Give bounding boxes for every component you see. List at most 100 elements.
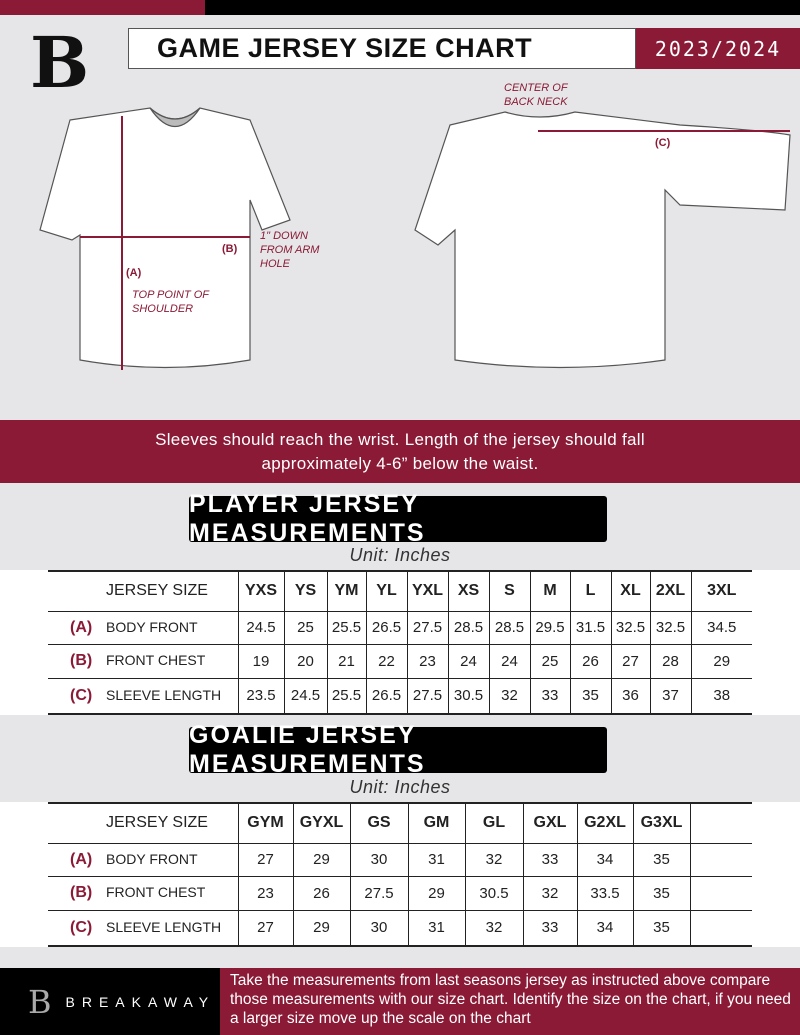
measurement-cell: 25 xyxy=(529,644,570,679)
measurement-cell: 25.5 xyxy=(326,611,366,645)
measurement-cell: 30.5 xyxy=(447,678,489,715)
label-a: (A) xyxy=(126,267,142,279)
shoulder-note: TOP POINT OF SHOULDER xyxy=(132,289,209,315)
measurement-cell: 34 xyxy=(576,843,633,877)
measurement-cell: 32.5 xyxy=(610,611,650,645)
measurement-cell: 23 xyxy=(406,644,448,679)
jersey-diagram xyxy=(39,107,791,370)
measurement-cell: 21 xyxy=(326,644,366,679)
measurement-cell: 31 xyxy=(407,843,465,877)
player-unit: Unit: Inches xyxy=(349,545,451,565)
measurement-cell: 33 xyxy=(522,843,577,877)
row-label: (C) SLEEVE LENGTH xyxy=(48,678,238,715)
measurement-cell: 29 xyxy=(292,843,350,877)
size-header xyxy=(689,802,752,844)
measurement-cell: 36 xyxy=(610,678,650,715)
size-header: GS xyxy=(349,802,408,844)
measurement-cell: 27.5 xyxy=(406,678,448,715)
row-letter: (C) xyxy=(70,918,93,936)
measurement-cell: 38 xyxy=(690,678,752,715)
row-letter: (B) xyxy=(70,652,93,669)
measurement-cell: 32 xyxy=(464,910,523,947)
measurement-cell: 26 xyxy=(569,644,611,679)
measurement-cell xyxy=(689,876,752,911)
measurement-cell: 32.5 xyxy=(649,611,691,645)
measurement-cell: 34 xyxy=(576,910,633,947)
row-label: (C) SLEEVE LENGTH xyxy=(48,910,238,947)
row-name: SLEEVE LENGTH xyxy=(106,918,222,935)
measurement-cell: 24 xyxy=(447,644,489,679)
size-header: G2XL xyxy=(576,802,633,844)
arm-hole-note: 1" DOWN FROM ARM HOLE xyxy=(260,230,320,270)
measurement-cell: 35 xyxy=(632,876,690,911)
top-black-bar xyxy=(205,0,800,15)
size-header: YXS xyxy=(237,570,284,612)
measurement-cell: 26.5 xyxy=(365,678,407,715)
row-label: (B) FRONT CHEST xyxy=(48,644,238,679)
goalie-unit: Unit: Inches xyxy=(349,777,451,797)
jersey-size-header: JERSEY SIZE xyxy=(48,570,238,612)
footer-brand-name: BREAKAWAY xyxy=(65,993,216,1010)
footer-instructions: Take the measurements from last seasons … xyxy=(220,968,800,1035)
table-row: (B) FRONT CHEST 23 26 27.5 29 30.5 32 33.5 35 xyxy=(48,876,752,911)
row-label: (A) BODY FRONT xyxy=(48,843,238,877)
table-row: (C) SLEEVE LENGTH 27 29 30 31 32 33 34 35 xyxy=(48,910,752,947)
size-header: XS xyxy=(447,570,489,612)
goalie-size-table: JERSEY SIZE GYM GYXL GS GM GL GXL G2XL G3XL (A) BO… xyxy=(48,802,752,947)
measurement-cell: 20 xyxy=(283,644,327,679)
row-letter: (A) xyxy=(70,850,93,868)
size-header: GL xyxy=(464,802,523,844)
measurement-cell: 33 xyxy=(529,678,570,715)
measurement-cell: 24.5 xyxy=(283,678,327,715)
measurement-cell: 24.5 xyxy=(237,611,284,645)
top-accent-bar xyxy=(0,0,205,15)
measurement-cell: 30 xyxy=(349,910,408,947)
table-row: (A) BODY FRONT 24.5 25 25.5 26.5 27.5 28.5 28.5 2… xyxy=(48,611,752,645)
size-header: YL xyxy=(365,570,407,612)
measurement-cell: 28.5 xyxy=(447,611,489,645)
row-name: FRONT CHEST xyxy=(106,884,206,900)
center-back-neck-note: CENTER OF BACK NECK xyxy=(504,82,568,108)
measurement-cell: 29.5 xyxy=(529,611,570,645)
measurement-cell: 35 xyxy=(569,678,611,715)
label-b: (B) xyxy=(222,243,238,255)
instruction-text: Sleeves should reach the wrist. Length o… xyxy=(155,430,645,473)
size-header: GYM xyxy=(237,802,293,844)
size-header: YM xyxy=(326,570,366,612)
row-name: SLEEVE LENGTH xyxy=(106,686,222,703)
table-row: (A) BODY FRONT 27 29 30 31 32 33 34 35 xyxy=(48,843,752,877)
measurement-cell: 35 xyxy=(632,910,690,947)
measurement-cell: 24 xyxy=(488,644,530,679)
measurement-cell: 27 xyxy=(237,910,293,947)
footer-brand: B BREAKAWAY xyxy=(0,968,220,1035)
jersey-size-header: JERSEY SIZE xyxy=(48,802,238,844)
table-header-row: JERSEY SIZE YXS YS YM YL YXL XS S M L XL 2XL 3XL xyxy=(48,570,752,612)
table-row: (C) SLEEVE LENGTH 23.5 24.5 25.5 26.5 27.5 30.5… xyxy=(48,678,752,715)
row-letter: (A) xyxy=(70,618,93,636)
player-size-table: JERSEY SIZE YXS YS YM YL YXL XS S M L XL 2XL 3XL (A) B… xyxy=(48,570,752,715)
measurement-cell: 32 xyxy=(488,678,530,715)
measurement-cell: 32 xyxy=(464,843,523,877)
size-header: G3XL xyxy=(632,802,690,844)
measurement-cell: 23.5 xyxy=(237,678,284,715)
row-label: (A) BODY FRONT xyxy=(48,611,238,645)
table-row: (B) FRONT CHEST 19 20 21 22 23 24 24 25 26 27 28 29 xyxy=(48,644,752,679)
measurement-cell: 29 xyxy=(407,876,465,911)
size-header: S xyxy=(488,570,530,612)
size-header: 2XL xyxy=(649,570,691,612)
row-name: FRONT CHEST xyxy=(106,652,206,668)
measurement-cell: 33.5 xyxy=(576,876,633,911)
measurement-cell: 34.5 xyxy=(690,611,752,645)
measurement-cell: 27.5 xyxy=(349,876,408,911)
measurement-cell: 29 xyxy=(292,910,350,947)
size-header: GM xyxy=(407,802,465,844)
size-header: L xyxy=(569,570,611,612)
size-header: M xyxy=(529,570,570,612)
measurement-cell: 27 xyxy=(237,843,293,877)
measurement-cell: 28.5 xyxy=(488,611,530,645)
table-header-row: JERSEY SIZE GYM GYXL GS GM GL GXL G2XL G3XL xyxy=(48,802,752,844)
measurement-cell xyxy=(689,910,752,947)
measurement-cell: 30.5 xyxy=(464,876,523,911)
measurement-cell xyxy=(689,843,752,877)
brand-logo: B xyxy=(30,21,90,104)
